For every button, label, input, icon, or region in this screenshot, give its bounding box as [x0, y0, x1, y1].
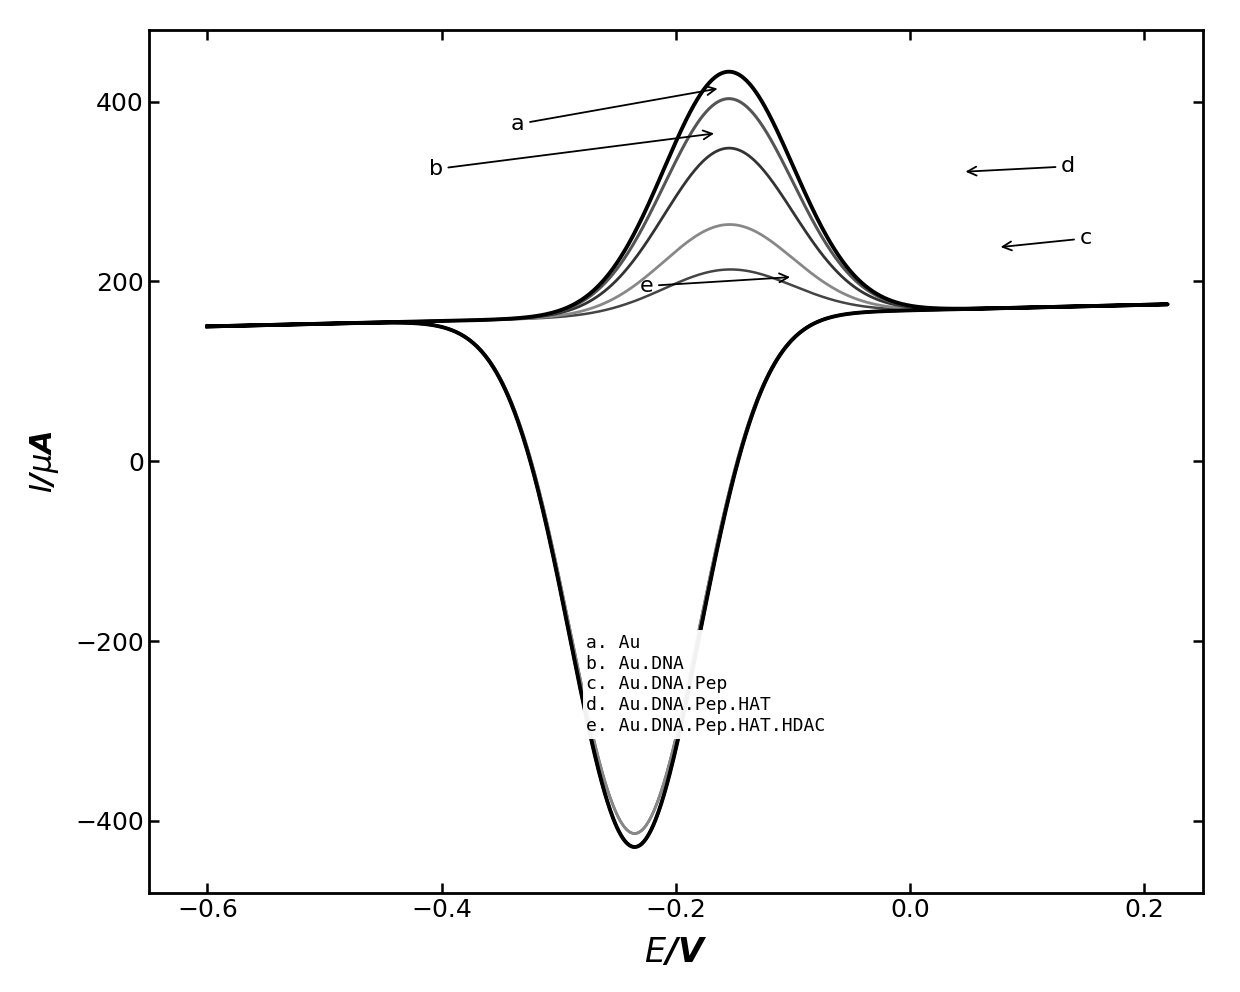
Text: e: e — [640, 274, 789, 296]
Text: a: a — [511, 86, 715, 134]
X-axis label: $E$/V: $E$/V — [644, 935, 708, 968]
Text: d: d — [967, 157, 1075, 177]
Y-axis label: $I$/$\mu$A: $I$/$\mu$A — [29, 430, 61, 493]
Text: b: b — [429, 131, 712, 180]
Text: a. Au
b. Au.DNA
c. Au.DNA.Pep
d. Au.DNA.Pep.HAT
e. Au.DNA.Pep.HAT.HDAC: a. Au b. Au.DNA c. Au.DNA.Pep d. Au.DNA.… — [587, 634, 826, 735]
Text: c: c — [1003, 228, 1091, 250]
